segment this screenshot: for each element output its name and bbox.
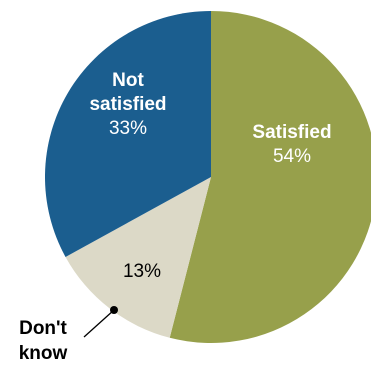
slice-name-don-t-know: know bbox=[19, 343, 68, 364]
slice-not-satisfied bbox=[44, 11, 211, 257]
slice-value-don-t-know: 13% bbox=[123, 261, 161, 282]
pie-slices bbox=[44, 11, 371, 343]
callout-leader-line bbox=[83, 309, 115, 338]
slice-satisfied bbox=[169, 11, 371, 343]
slice-name-not-satisfied: Not bbox=[112, 70, 144, 91]
slice-value-not-satisfied: 33% bbox=[109, 118, 147, 139]
slice-name-satisfied: Satisfied bbox=[252, 122, 331, 143]
slice-don-t-know bbox=[65, 177, 211, 338]
slice-name-don-t-know: Don't bbox=[19, 318, 67, 339]
slice-value-satisfied: 54% bbox=[273, 146, 311, 167]
slice-name-not-satisfied: satisfied bbox=[89, 94, 166, 115]
pie-labels: Satisfied 54% 13% Don't know Not satisfied 33% bbox=[19, 70, 332, 364]
